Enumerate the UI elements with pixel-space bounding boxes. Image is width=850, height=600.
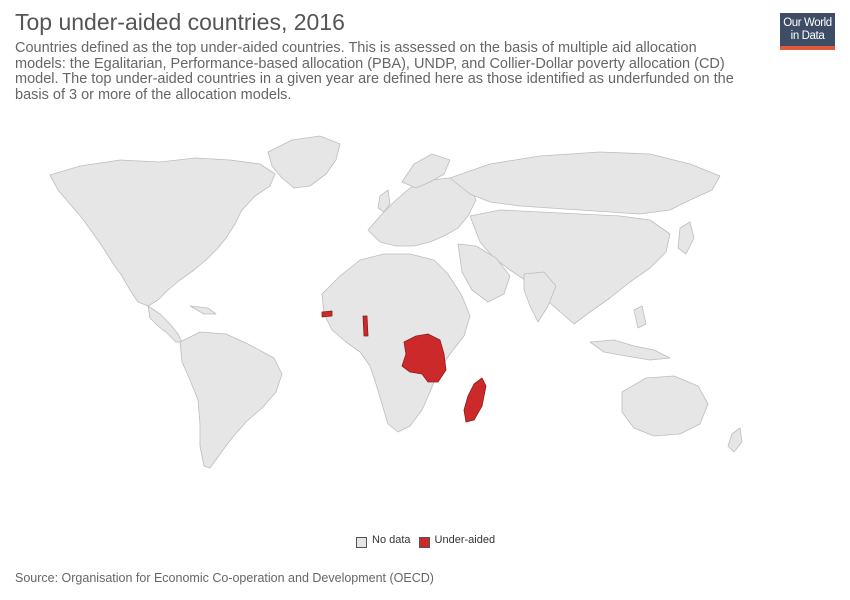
- logo-line-1: Our World: [783, 17, 832, 29]
- region-japan[interactable]: [677, 221, 695, 255]
- region-uk[interactable]: [377, 189, 391, 213]
- region-africa[interactable]: [321, 253, 471, 433]
- legend-item-under-aided[interactable]: Under-aided: [418, 534, 496, 548]
- region-north-america[interactable]: [49, 157, 276, 307]
- region-middle-east[interactable]: [457, 243, 511, 303]
- region-south-america[interactable]: [179, 331, 283, 469]
- map-legend: No data Under-aided: [356, 534, 503, 548]
- region-greenland[interactable]: [267, 135, 341, 189]
- region-philippines[interactable]: [633, 305, 647, 329]
- legend-label-no-data: No data: [372, 534, 411, 546]
- legend-swatch-no-data: [356, 536, 367, 548]
- region-scandinavia[interactable]: [401, 153, 451, 189]
- region-india[interactable]: [523, 271, 557, 323]
- region-asia[interactable]: [469, 209, 671, 325]
- legend-label-under-aided: Under-aided: [434, 534, 496, 546]
- chart-title: Top under-aided countries, 2016: [15, 9, 345, 35]
- legend-swatch-under-aided: [418, 536, 430, 548]
- region-caribbean[interactable]: [189, 305, 217, 315]
- country-togo[interactable]: [362, 315, 369, 337]
- region-australia[interactable]: [621, 375, 709, 437]
- logo-line-2: in Data: [790, 29, 825, 42]
- owid-logo[interactable]: Our World in Data: [780, 13, 835, 50]
- region-indonesia[interactable]: [589, 339, 671, 361]
- chart-subtitle: Countries defined as the top under-aided…: [15, 40, 734, 103]
- region-russia[interactable]: [449, 151, 721, 215]
- region-europe[interactable]: [367, 177, 477, 247]
- source-note: Source: Organisation for Economic Co-ope…: [15, 571, 434, 585]
- region-new-zealand[interactable]: [727, 427, 743, 453]
- country-dr-congo[interactable]: [401, 333, 447, 383]
- country-gambia[interactable]: [321, 310, 333, 318]
- region-central-america[interactable]: [147, 305, 183, 343]
- country-madagascar[interactable]: [463, 377, 487, 423]
- world-map: [49, 135, 743, 469]
- legend-item-no-data[interactable]: No data: [356, 534, 411, 548]
